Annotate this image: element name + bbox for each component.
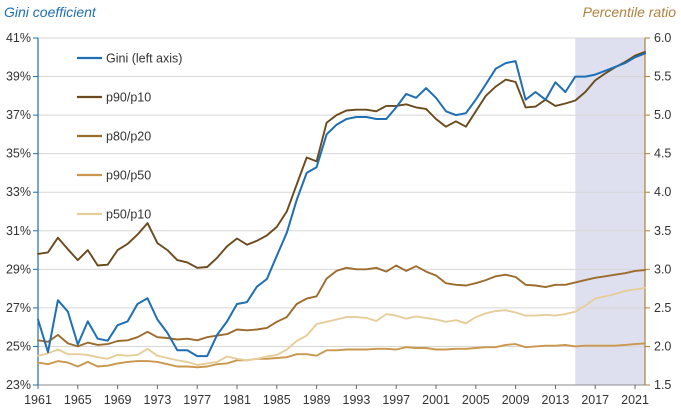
- x-tick-label: 1985: [263, 393, 291, 407]
- x-tick-label: 2009: [502, 393, 530, 407]
- series-line-p90-p50: [37, 342, 646, 369]
- right-tick-label: 4.0: [654, 185, 671, 199]
- legend-label-gini: Gini (left axis): [106, 52, 182, 66]
- right-tick-label: 5.0: [654, 108, 671, 122]
- x-tick-label: 2021: [621, 393, 649, 407]
- series-line-p90-p10: [37, 50, 646, 269]
- x-tick-label: 1977: [183, 393, 211, 407]
- right-axis-title: Percentile ratio: [583, 4, 677, 20]
- x-axis-ticks: 1961 1965 1969 1973 1977 1981 1985 1989 1993 1997…: [24, 385, 649, 407]
- x-tick-label: 1969: [104, 393, 132, 407]
- legend: Gini (left axis) p90/p10 p80/p20 p90/p50 p50…: [77, 52, 182, 222]
- legend-label-p50-p10: p50/p10: [106, 208, 151, 222]
- legend-label-p90-p10: p90/p10: [106, 91, 151, 105]
- legend-label-p90-p50: p90/p50: [106, 169, 151, 183]
- series-line-p50-p10: [37, 286, 646, 366]
- x-tick-label: 1989: [303, 393, 331, 407]
- right-axis-ticks: 1.5 2.0 2.5 3.0 3.5 4.0 4.5 5.0 5.5 6.0: [645, 31, 671, 392]
- x-tick-label: 2001: [422, 393, 450, 407]
- x-tick-label: 2005: [462, 393, 490, 407]
- left-tick-label: 33%: [6, 185, 31, 199]
- left-tick-label: 37%: [6, 108, 31, 122]
- right-tick-label: 5.5: [654, 70, 671, 84]
- x-tick-label: 1981: [223, 393, 251, 407]
- right-tick-label: 6.0: [654, 31, 671, 45]
- x-tick-label: 1997: [382, 393, 410, 407]
- x-tick-label: 1993: [343, 393, 371, 407]
- left-tick-label: 27%: [6, 301, 31, 315]
- left-tick-label: 29%: [6, 262, 31, 276]
- left-tick-label: 31%: [6, 224, 31, 238]
- projection-shaded-region: [575, 38, 645, 385]
- series-lines: [37, 50, 646, 369]
- right-tick-label: 2.0: [654, 339, 671, 353]
- right-tick-label: 2.5: [654, 301, 671, 315]
- right-tick-label: 3.0: [654, 262, 671, 276]
- left-tick-label: 39%: [6, 70, 31, 84]
- right-tick-label: 1.5: [654, 378, 671, 392]
- x-tick-label: 1973: [144, 393, 172, 407]
- legend-label-p80-p20: p80/p20: [106, 130, 151, 144]
- right-tick-label: 4.5: [654, 147, 671, 161]
- left-tick-label: 23%: [6, 378, 31, 392]
- left-axis-title: Gini coefficient: [4, 4, 97, 20]
- x-tick-label: 2013: [542, 393, 570, 407]
- left-tick-label: 41%: [6, 31, 31, 45]
- right-tick-label: 3.5: [654, 224, 671, 238]
- x-tick-label: 1965: [64, 393, 92, 407]
- left-tick-label: 35%: [6, 147, 31, 161]
- left-axis-ticks: 23% 25% 27% 29% 31% 33% 35% 37% 39% 41%: [6, 31, 38, 392]
- left-tick-label: 25%: [6, 339, 31, 353]
- series-line-gini: [37, 52, 646, 358]
- series-line-p80-p20: [37, 264, 646, 348]
- x-tick-label: 1961: [24, 393, 52, 407]
- x-tick-label: 2017: [581, 393, 609, 407]
